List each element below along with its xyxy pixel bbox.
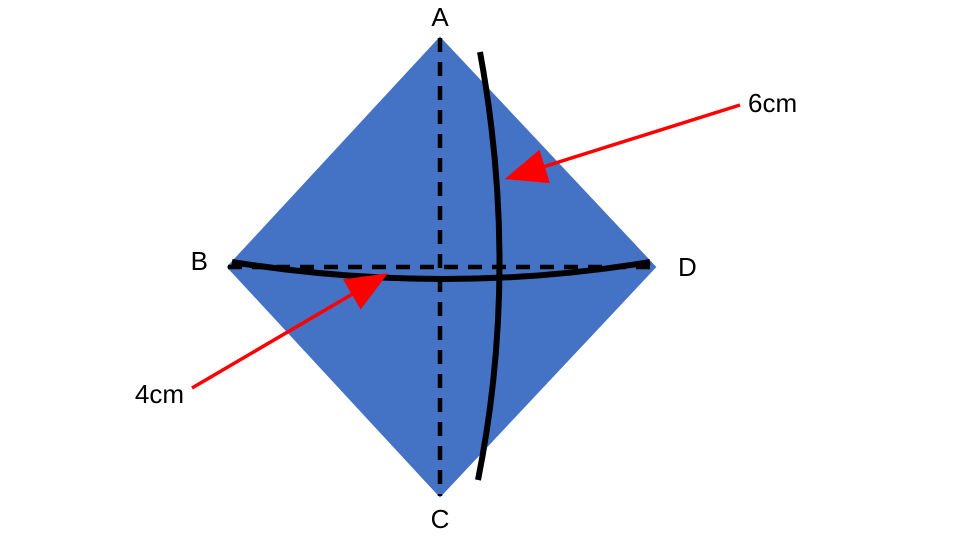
label-a: A — [431, 2, 449, 32]
label-c: C — [431, 504, 450, 534]
geometry-diagram: A B C D 6cm 4cm — [0, 0, 960, 540]
label-d: D — [678, 252, 697, 282]
label-b: B — [191, 246, 208, 276]
label-6cm: 6cm — [748, 88, 797, 118]
arrow-6cm — [508, 105, 740, 178]
label-4cm: 4cm — [135, 379, 184, 409]
